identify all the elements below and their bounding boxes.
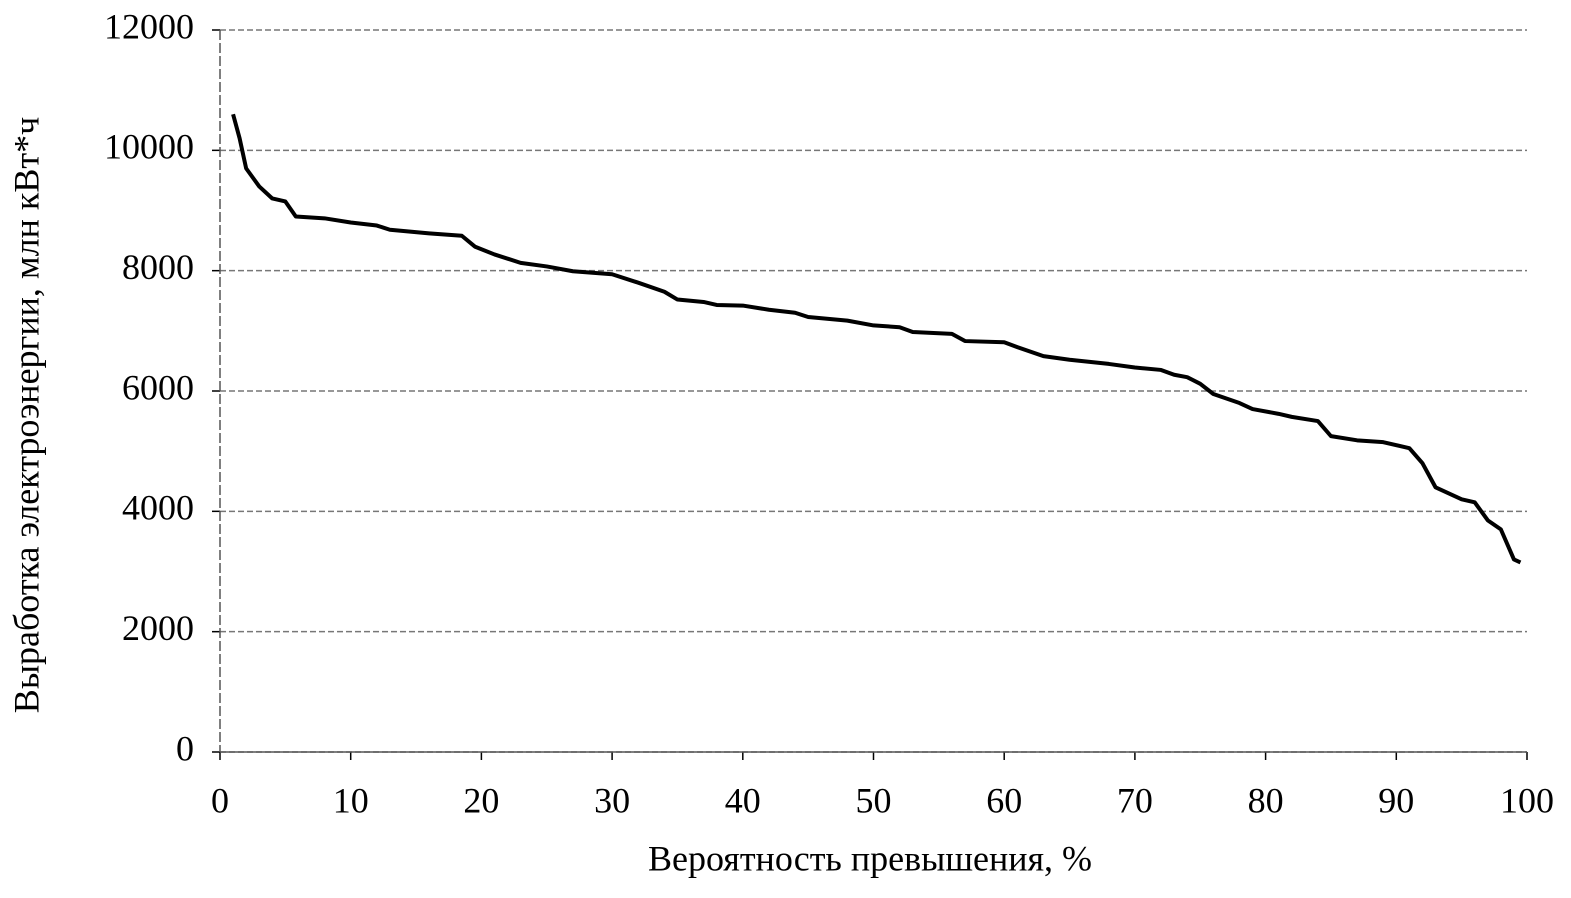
y-tick-label: 4000 <box>122 488 194 528</box>
y-axis-title: Выработка электроэнергии, млн кВт*ч <box>6 117 46 713</box>
y-tick-label: 12000 <box>104 6 194 46</box>
x-tick-label: 80 <box>1248 780 1284 820</box>
x-tick-label: 90 <box>1378 780 1414 820</box>
x-tick-label: 20 <box>463 780 499 820</box>
x-tick-label: 10 <box>333 780 369 820</box>
x-tick-label: 60 <box>986 780 1022 820</box>
x-tick-label: 30 <box>594 780 630 820</box>
x-tick-label: 100 <box>1500 780 1554 820</box>
x-tick-label: 70 <box>1117 780 1153 820</box>
y-tick-label: 8000 <box>122 247 194 287</box>
x-tick-label: 0 <box>211 780 229 820</box>
data-line <box>231 113 1522 565</box>
y-tick-label: 6000 <box>122 367 194 407</box>
y-tick-label: 10000 <box>104 127 194 167</box>
x-tick-label: 40 <box>725 780 761 820</box>
y-tick-label: 0 <box>176 728 194 768</box>
x-tick-label: 50 <box>856 780 892 820</box>
y-tick-label: 2000 <box>122 608 194 648</box>
x-axis-title: Вероятность превышения, % <box>648 838 1092 878</box>
